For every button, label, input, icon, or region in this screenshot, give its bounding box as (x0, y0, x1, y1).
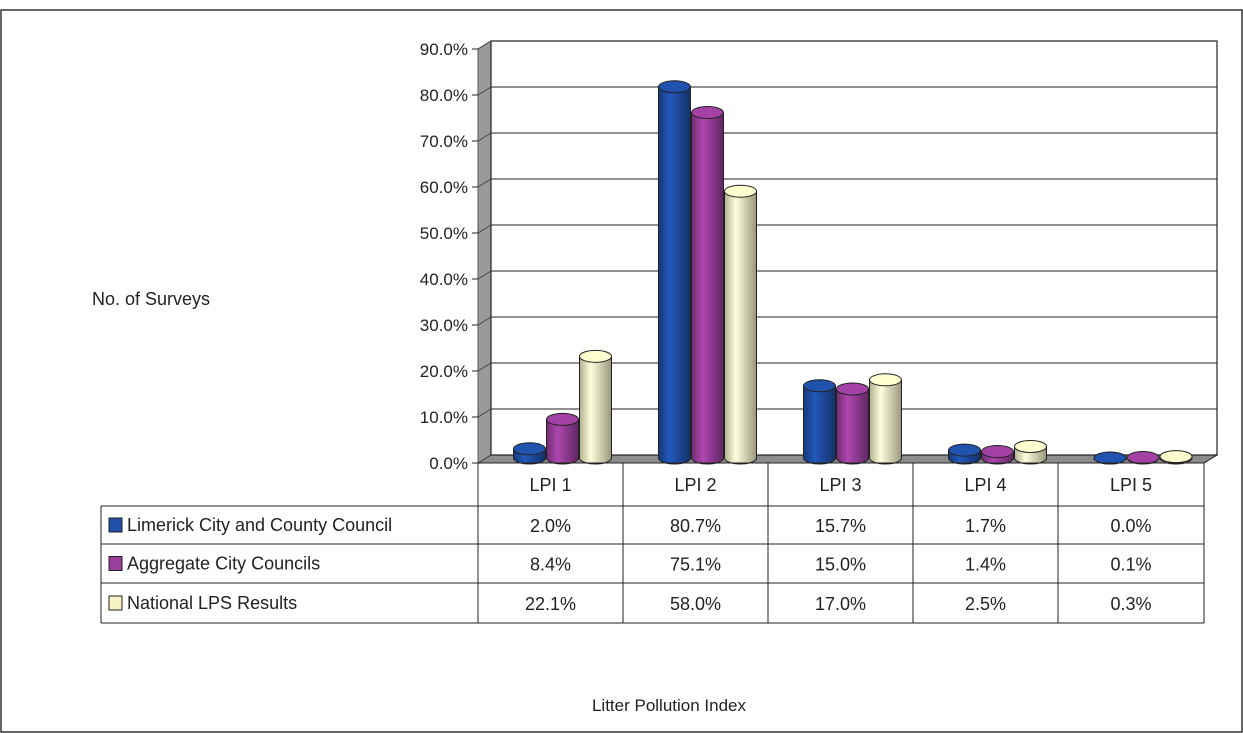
y-tick-label: 30.0% (420, 316, 468, 335)
bar-top (724, 184, 757, 198)
x-tick-label: LPI 3 (819, 475, 861, 495)
gridline-depth (477, 270, 492, 280)
data-label: 22.1% (525, 594, 576, 614)
bar-top (803, 379, 836, 393)
bar-body (724, 190, 757, 465)
bar-body (869, 379, 902, 465)
data-label: 0.0% (1110, 516, 1151, 536)
gridline-depth (477, 454, 492, 464)
y-tick-label: 70.0% (420, 132, 468, 151)
gridline-depth (477, 132, 492, 142)
gridline-depth (477, 178, 492, 188)
y-tick-label: 10.0% (420, 408, 468, 427)
legend-swatch (108, 556, 123, 571)
y-axis-label: No. of Surveys (92, 289, 210, 309)
data-label: 15.7% (815, 516, 866, 536)
bar-top (579, 349, 612, 363)
bar (1093, 451, 1127, 465)
bar (513, 442, 546, 465)
bar-body (691, 112, 724, 465)
bar-top (1126, 451, 1160, 465)
y-tick-label: 50.0% (420, 224, 468, 243)
bar (658, 80, 691, 465)
bar (869, 373, 902, 465)
bar-top (836, 382, 869, 396)
chart-left-wall (477, 40, 492, 464)
bar-top (546, 412, 579, 426)
y-tick-label: 0.0% (429, 454, 468, 473)
data-label: 1.4% (965, 555, 1006, 575)
bar-body (579, 355, 612, 465)
bar-top (981, 445, 1014, 459)
data-label: 8.4% (530, 555, 571, 575)
bar (981, 445, 1014, 465)
x-axis-label: Litter Pollution Index (592, 696, 747, 715)
bar (836, 382, 869, 465)
bar-top (1093, 451, 1127, 465)
bar (691, 106, 724, 465)
x-tick-label: LPI 2 (674, 475, 716, 495)
bar-top (658, 80, 691, 94)
floor-right-edge (1203, 454, 1218, 464)
bar (724, 184, 757, 465)
legend-label: Limerick City and County Council (127, 515, 392, 535)
legend-label: National LPS Results (127, 593, 297, 613)
gridline-depth (477, 362, 492, 372)
bar-top (948, 443, 981, 457)
gridline-depth (477, 408, 492, 418)
x-tick-label: LPI 1 (529, 475, 571, 495)
legend-label: Aggregate City Councils (127, 554, 320, 574)
x-tick-label: LPI 5 (1110, 475, 1152, 495)
bar (579, 349, 612, 465)
bar-top (691, 106, 724, 120)
gridline-depth (477, 86, 492, 96)
data-label: 58.0% (670, 594, 721, 614)
data-label: 80.7% (670, 516, 721, 536)
bar-body (546, 418, 579, 465)
legend-swatch (108, 517, 123, 533)
data-label: 0.3% (1110, 594, 1151, 614)
bar (1014, 440, 1047, 465)
bar-top (1159, 450, 1193, 464)
data-label: 1.7% (965, 516, 1006, 536)
y-tick-label: 80.0% (420, 86, 468, 105)
bar (546, 412, 579, 465)
gridline-depth (477, 40, 492, 50)
data-label: 2.0% (530, 516, 571, 536)
bar-top (513, 442, 546, 456)
gridline-depth (477, 224, 492, 234)
bar (948, 443, 981, 465)
data-label: 75.1% (670, 555, 721, 575)
bar (803, 379, 836, 465)
gridline-depth (477, 316, 492, 326)
bar-top (1014, 440, 1047, 453)
data-label: 17.0% (815, 594, 866, 614)
data-label: 15.0% (815, 555, 866, 575)
bar-body (803, 385, 836, 465)
data-label: 2.5% (965, 594, 1006, 614)
y-tick-label: 40.0% (420, 270, 468, 289)
y-tick-label: 90.0% (420, 40, 468, 59)
bar-body (836, 388, 869, 465)
bar (1126, 451, 1160, 465)
bar-body (658, 86, 691, 465)
bar-top (869, 373, 902, 387)
y-tick-label: 60.0% (420, 178, 468, 197)
x-tick-label: LPI 4 (964, 475, 1006, 495)
bar (1159, 450, 1193, 465)
data-label: 0.1% (1110, 555, 1151, 575)
y-tick-label: 20.0% (420, 362, 468, 381)
legend-swatch (108, 595, 123, 611)
